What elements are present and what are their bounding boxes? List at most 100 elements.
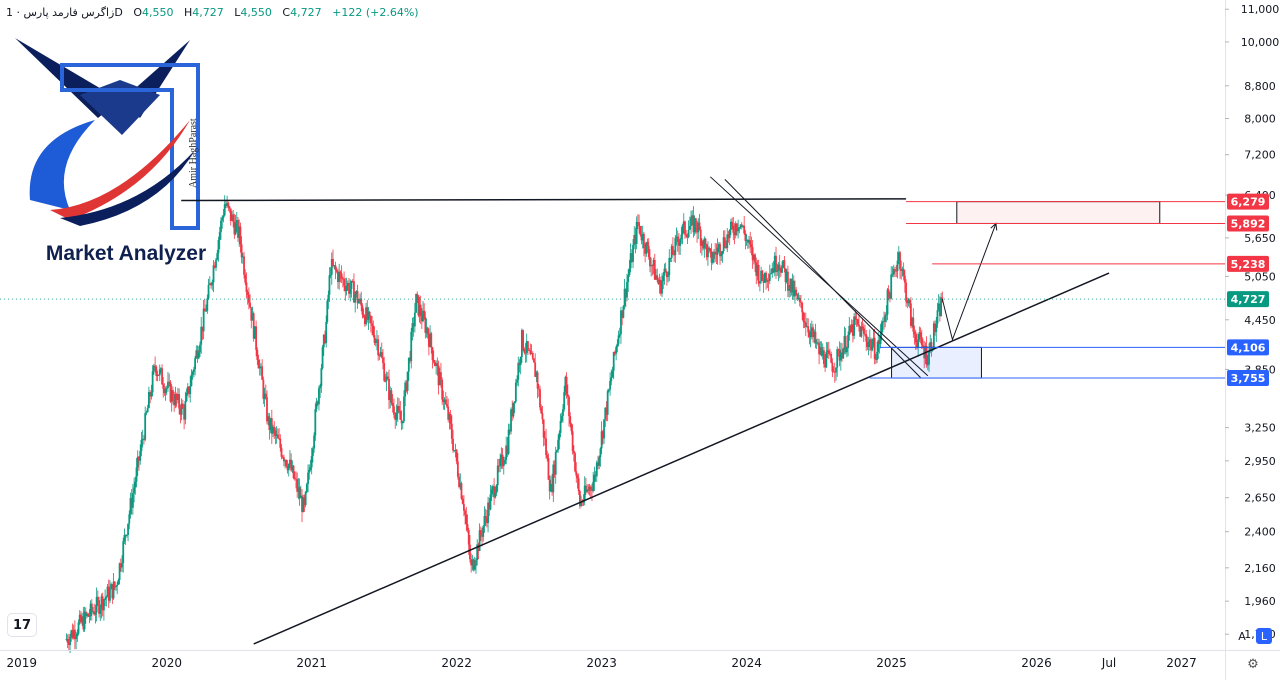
eagle-body-icon [80,80,160,135]
tradingview-logo-icon[interactable]: 17 [8,614,36,636]
candle-body [269,418,272,431]
candle-body [129,498,132,515]
interval[interactable]: 1D [6,6,123,19]
candle-body [246,292,249,295]
candle-body [332,258,334,266]
candle-body [669,257,672,259]
candle-body [78,614,81,623]
rising-support-trendline[interactable] [253,272,1110,645]
candle-body [889,293,891,299]
candle-body [835,367,837,373]
candle-body [516,379,518,383]
candle-body [102,599,105,611]
candle-body [90,603,93,612]
support-zone-box[interactable] [891,346,982,379]
candle-body [899,252,901,270]
candle-body [88,616,91,617]
symbol-name[interactable]: زاگرس فارمد پارس [23,6,115,19]
candle-body [341,278,344,280]
candle-body [578,491,581,506]
symbol-legend[interactable]: زاگرس فارمد پارس · 1D O4,550 H4,727 L4,5… [6,6,419,19]
candle-body [180,403,183,415]
candle-body [213,265,216,268]
candle-body [66,638,69,643]
candle-body [916,342,918,347]
candle-body [505,445,508,460]
price-level-label: 5,238 [1231,258,1266,271]
candle-body [930,342,933,351]
candle-body [316,401,319,405]
candle-body [692,215,695,233]
candle-body [820,347,823,356]
price-tick-label: 8,000 [1244,113,1276,126]
price-level-badge [1227,193,1269,210]
candle-body [734,223,737,236]
candle-body [783,260,786,269]
candle-body [831,362,834,372]
projection-path[interactable] [941,223,997,342]
candle-body [905,282,907,302]
candle-body [284,460,287,462]
falling-channel-line-upper[interactable] [710,176,929,377]
candle-body [252,313,255,339]
candle-body [345,286,348,292]
high-value: 4,727 [192,6,224,19]
candle-body [837,349,840,351]
candle-body [344,285,347,292]
candle-body [279,438,282,448]
candle-body [466,524,469,531]
falling-channel-line-lower[interactable] [724,179,921,378]
resistance-trendline[interactable] [181,198,907,202]
candle-body [163,388,166,394]
time-axis[interactable]: 2019 2020 2021 2022 2023 2024 2025 2026 Jul 2027 [0,650,1280,671]
candle-body [158,369,161,376]
candle-body [646,242,649,247]
candle-body [748,240,750,243]
candle-body [841,352,843,359]
candle-body [149,392,152,397]
candle-body [599,448,602,458]
candle-body [93,611,96,615]
log-scale-button[interactable]: L [1256,628,1272,644]
candle-body [207,284,210,299]
candle-body [740,224,743,227]
candle-body [717,244,720,248]
candle-body [489,494,492,510]
candle-body [124,535,127,536]
settings-gear-icon[interactable]: ⚙ [1247,656,1259,672]
candle-body [577,478,580,492]
candle-body [937,303,940,311]
candle-body [325,322,328,344]
candle-body [241,256,244,258]
auto-scale-button[interactable]: A [1238,629,1246,643]
candle-body [115,585,117,588]
candle-body [843,335,846,349]
candle-body [892,269,895,275]
price-tick-label: 5,650 [1244,232,1276,245]
candle-body [476,544,479,561]
target-zone-box[interactable] [956,201,1161,224]
candle-body [507,429,510,454]
candle-body [394,414,397,420]
candle-body [429,333,431,347]
candle-body [267,416,270,422]
candle-body [872,337,875,346]
candle-body [518,362,521,366]
candle-body [134,481,137,488]
candle-body [647,246,650,257]
candle-body [903,275,906,283]
candle-body [287,464,290,471]
candle-body [928,350,930,365]
candle-body [874,359,877,360]
drawings[interactable] [0,176,1225,645]
candle-body [202,308,205,332]
candle-body [84,611,87,616]
candle-body [178,394,181,409]
candle-body [685,234,688,236]
candle-body [913,331,916,335]
candle-body [662,275,665,282]
candle-body [220,220,222,232]
candle-body [305,483,308,492]
candle-body [501,454,504,467]
